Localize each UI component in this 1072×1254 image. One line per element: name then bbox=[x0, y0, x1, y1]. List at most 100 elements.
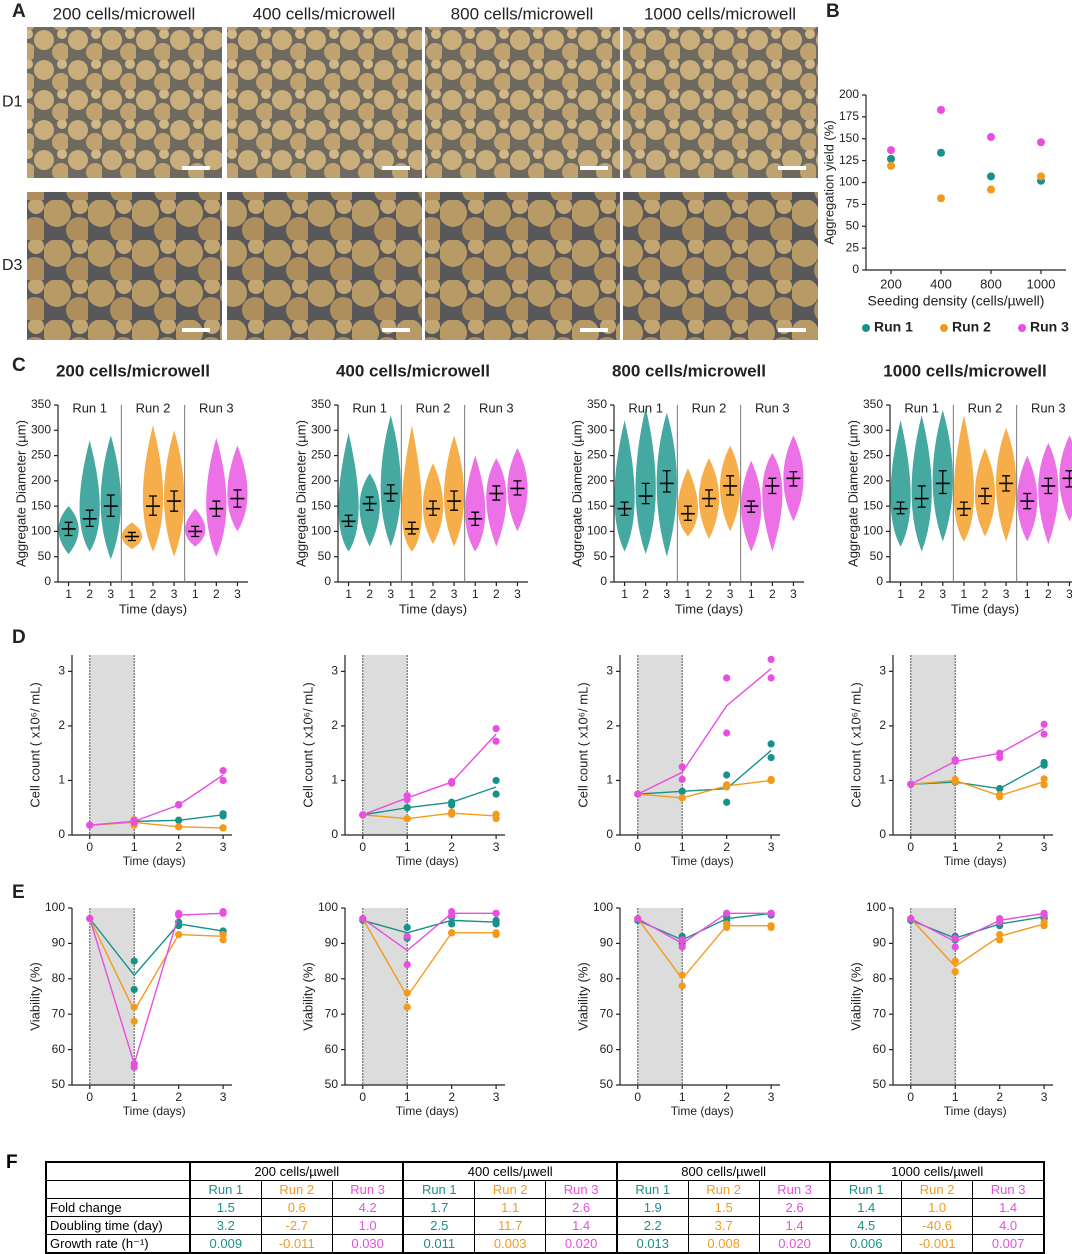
x-tick-label: 3 bbox=[1066, 587, 1072, 601]
point bbox=[987, 172, 995, 181]
legend-marker bbox=[940, 324, 948, 332]
y-tick-label: 50 bbox=[38, 549, 52, 563]
x-tick-label: 1000 bbox=[1027, 276, 1056, 291]
y-tick-label: 150 bbox=[311, 498, 331, 512]
point bbox=[987, 133, 995, 141]
replicate-point bbox=[951, 968, 959, 976]
line bbox=[362, 918, 497, 998]
table-cell: Fold change bbox=[45, 1198, 191, 1217]
replicate-point bbox=[767, 923, 775, 932]
table-cell: 1.4 bbox=[545, 1216, 618, 1235]
table-cell: 1.4 bbox=[758, 1216, 831, 1235]
replicate-point bbox=[175, 922, 183, 930]
x-tick-label: 1 bbox=[897, 587, 904, 601]
y-tick-label: 50 bbox=[873, 1077, 887, 1091]
scale-bar bbox=[182, 166, 210, 170]
swarm bbox=[911, 415, 932, 552]
x-tick-label: 0 bbox=[86, 840, 93, 854]
table-cell: Run 1 bbox=[188, 1180, 262, 1199]
y-tick-label: 0 bbox=[879, 827, 886, 841]
x-tick-label: 1 bbox=[685, 587, 692, 601]
replicate-point bbox=[492, 737, 500, 745]
x-tick-label: 2 bbox=[982, 587, 989, 601]
replicate-point bbox=[448, 929, 456, 937]
replicate-point bbox=[767, 655, 775, 663]
y-tick-label: 125 bbox=[839, 153, 859, 167]
x-tick-label: 1 bbox=[472, 587, 479, 601]
y-tick-label: 300 bbox=[31, 422, 51, 436]
legend-marker bbox=[862, 324, 870, 332]
point bbox=[937, 194, 945, 203]
y-axis-label: Aggregate Diameter (µm) bbox=[845, 420, 860, 567]
replicate-point bbox=[951, 757, 959, 765]
replicate-point bbox=[996, 791, 1004, 799]
table-cell: 1.4 bbox=[972, 1198, 1045, 1217]
shaded-region bbox=[362, 908, 408, 1085]
x-tick-label: 3 bbox=[107, 587, 114, 601]
x-tick-label: 2 bbox=[996, 840, 1003, 854]
y-tick-label: 100 bbox=[587, 524, 607, 538]
x-tick-label: 1 bbox=[65, 587, 72, 601]
swarm bbox=[465, 455, 486, 552]
y-tick-label: 300 bbox=[587, 422, 607, 436]
x-axis-label: Time (days) bbox=[951, 601, 1019, 616]
y-tick-label: 1 bbox=[606, 773, 613, 787]
x-axis-label: Time (days) bbox=[671, 1104, 734, 1118]
scale-bar bbox=[382, 166, 410, 170]
panel-label: E bbox=[12, 882, 25, 903]
line bbox=[910, 763, 1045, 790]
replicate-point bbox=[403, 961, 411, 969]
swarm bbox=[79, 440, 100, 552]
y-tick-label: 100 bbox=[45, 900, 65, 914]
x-tick-label: 3 bbox=[790, 587, 797, 601]
chart-title: 400 cells/microwell bbox=[336, 361, 490, 380]
y-axis-label: Viability (%) bbox=[848, 962, 863, 1030]
photo-column-label: 400 cells/microwell bbox=[253, 4, 396, 23]
x-tick-label: 2 bbox=[706, 587, 713, 601]
replicate-point bbox=[175, 911, 183, 919]
y-tick-label: 175 bbox=[839, 109, 859, 123]
replicate-point bbox=[767, 776, 775, 785]
point bbox=[86, 821, 94, 829]
x-tick-label: 1 bbox=[679, 1090, 686, 1104]
y-tick-label: 3 bbox=[58, 664, 65, 678]
x-tick-label: 3 bbox=[727, 587, 734, 601]
line bbox=[362, 912, 497, 952]
line bbox=[637, 918, 772, 980]
x-tick-label: 2 bbox=[1045, 587, 1052, 601]
replicate-point bbox=[678, 943, 686, 951]
point bbox=[359, 811, 367, 819]
replicate-point bbox=[448, 810, 456, 818]
x-tick-label: 1 bbox=[404, 840, 411, 854]
table-cell: 1.0 bbox=[901, 1198, 974, 1217]
run-label: Run 1 bbox=[352, 400, 387, 415]
replicate-point bbox=[767, 740, 775, 748]
x-tick-label: 1 bbox=[131, 840, 138, 854]
swarm bbox=[142, 425, 164, 552]
table-cell: 4.5 bbox=[829, 1216, 903, 1235]
table-cell: Doubling time (day) bbox=[45, 1216, 191, 1235]
x-tick-label: 200 bbox=[880, 276, 902, 291]
replicate-point bbox=[996, 918, 1004, 926]
y-tick-label: 150 bbox=[863, 498, 883, 512]
table-cell: 1.0 bbox=[331, 1216, 404, 1235]
replicate-point bbox=[723, 909, 731, 917]
y-tick-label: 70 bbox=[600, 1006, 614, 1020]
replicate-point bbox=[448, 798, 456, 806]
y-tick-label: 60 bbox=[873, 1042, 887, 1056]
replicate-point bbox=[403, 923, 411, 932]
y-axis-label: Aggregation yield (%) bbox=[821, 120, 836, 244]
y-axis-label: Viability (%) bbox=[27, 962, 42, 1030]
table-row: Run 1 Run 2 Run 3 Run 1 Run 2 Run 3 Run 1 Run 2… bbox=[45, 1180, 1045, 1199]
replicate-point bbox=[1040, 918, 1048, 926]
table-cell: 1.5 bbox=[188, 1198, 262, 1217]
y-tick-label: 0 bbox=[44, 574, 51, 588]
line bbox=[362, 786, 497, 816]
y-tick-label: 0 bbox=[600, 574, 607, 588]
iqr-bar bbox=[917, 485, 926, 508]
y-tick-label: 70 bbox=[325, 1006, 339, 1020]
x-tick-label: 2 bbox=[996, 1090, 1003, 1104]
legend-label: Run 3 bbox=[1030, 319, 1069, 335]
table-cell: 4.0 bbox=[972, 1216, 1045, 1235]
